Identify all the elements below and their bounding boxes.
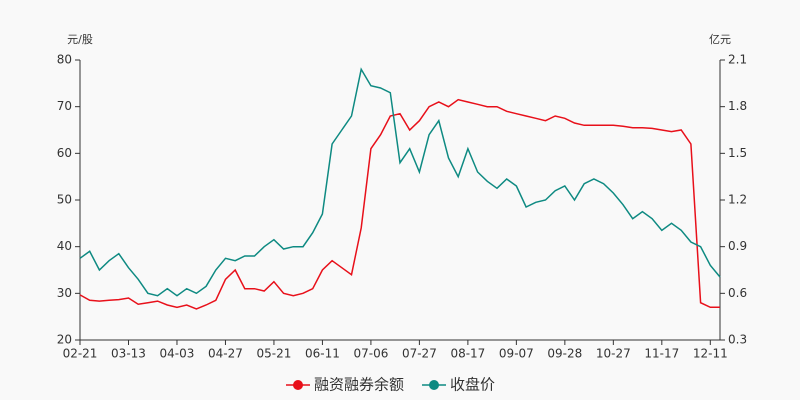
- x-tick-label: 06-11: [305, 347, 340, 361]
- y-tick-label: 60: [57, 146, 72, 160]
- y2-tick-label: 1.2: [728, 193, 747, 207]
- y-tick-label: 50: [57, 193, 72, 207]
- y-tick-label: 80: [57, 53, 72, 67]
- x-tick-label: 07-27: [402, 347, 437, 361]
- x-tick-label: 09-07: [499, 347, 534, 361]
- legend-marker: [429, 380, 440, 390]
- y2-tick-label: 1.8: [728, 99, 747, 113]
- y-tick-label: 20: [57, 333, 72, 347]
- x-tick-label: 02-21: [63, 347, 98, 361]
- y-tick-label: 30: [57, 286, 72, 300]
- y2-tick-label: 0.3: [728, 333, 747, 347]
- y-tick-label: 40: [57, 239, 72, 253]
- legend-marker: [293, 380, 303, 390]
- x-tick-label: 03-13: [111, 347, 146, 361]
- x-tick-label: 04-03: [160, 347, 195, 361]
- x-tick-label: 12-11: [693, 347, 728, 361]
- y-tick-label: 70: [57, 99, 72, 113]
- x-tick-label: 08-17: [450, 347, 485, 361]
- x-tick-label: 04-27: [208, 347, 243, 361]
- y2-axis-label: 亿元: [709, 33, 731, 46]
- x-tick-label: 10-27: [596, 347, 631, 361]
- y2-tick-label: 2.1: [728, 53, 747, 67]
- y2-tick-label: 0.6: [728, 286, 747, 300]
- x-tick-label: 11-17: [644, 347, 679, 361]
- y-axis-label: 元/股: [67, 33, 93, 46]
- legend-label: 收盘价: [450, 376, 495, 394]
- x-tick-label: 07-06: [353, 347, 388, 361]
- legend-label: 融资融券余额: [314, 376, 404, 394]
- x-tick-label: 09-28: [547, 347, 582, 361]
- y2-tick-label: 0.9: [728, 239, 747, 253]
- series-line: [79, 67, 721, 297]
- y2-tick-label: 1.5: [728, 146, 747, 160]
- x-tick-label: 05-21: [257, 347, 292, 361]
- series-line: [79, 98, 720, 310]
